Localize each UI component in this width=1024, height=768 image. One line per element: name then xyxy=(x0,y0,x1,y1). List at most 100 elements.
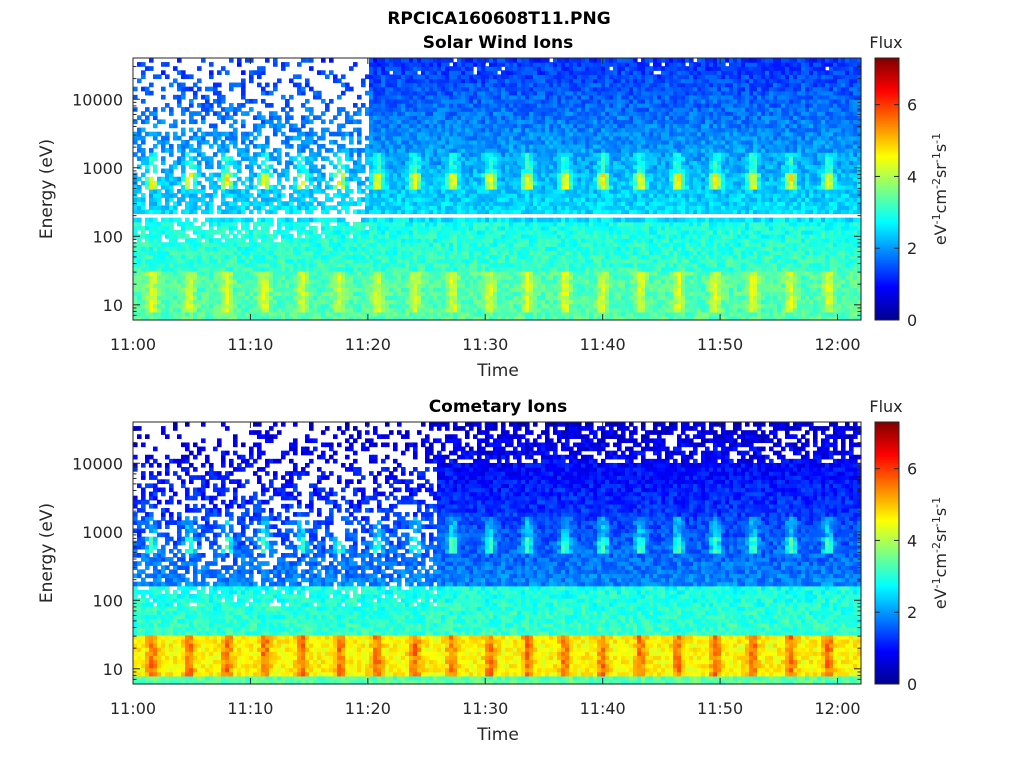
spectrogram-cell xyxy=(501,209,506,215)
spectrogram-cell xyxy=(489,193,494,198)
spectrogram-cell xyxy=(285,172,290,178)
spectrogram-cell xyxy=(469,266,474,272)
spectrogram-cell xyxy=(449,74,454,80)
spectrogram-cell xyxy=(265,152,270,157)
spectrogram-cell xyxy=(353,262,358,268)
spectrogram-cell xyxy=(409,164,414,170)
spectrogram-cell xyxy=(233,135,238,141)
spectrogram-cell xyxy=(265,197,270,202)
spectrogram-cell xyxy=(513,172,518,178)
spectrogram-cell xyxy=(461,234,466,239)
spectrogram-cell xyxy=(253,311,258,317)
spectrogram-cell xyxy=(461,311,466,317)
spectrogram-cell xyxy=(473,164,478,170)
spectrogram-cell xyxy=(389,180,394,186)
spectrogram-cell xyxy=(413,164,418,170)
spectrogram-cell xyxy=(429,262,434,268)
spectrogram-cell xyxy=(449,111,454,116)
spectrogram-cell xyxy=(145,307,150,313)
spectrogram-cell xyxy=(149,221,154,227)
spectrogram-cell xyxy=(425,250,430,256)
spectrogram-cell xyxy=(273,270,278,276)
spectrogram-cell xyxy=(193,266,198,272)
spectrogram-cell xyxy=(273,156,278,161)
spectrogram-cell xyxy=(381,250,386,256)
spectrogram-cell xyxy=(145,291,150,297)
spectrogram-cell xyxy=(501,225,506,231)
spectrogram-cell xyxy=(477,221,482,227)
spectrogram-cell xyxy=(513,238,518,243)
spectrogram-cell xyxy=(489,225,494,231)
spectrogram-cell xyxy=(405,119,410,125)
spectrogram-cell xyxy=(261,287,266,292)
spectrogram-cell xyxy=(217,111,222,116)
spectrogram-cell xyxy=(309,258,314,264)
spectrogram-cell xyxy=(165,258,170,264)
spectrogram-cell xyxy=(353,315,358,321)
spectrogram-cell xyxy=(273,115,278,120)
spectrogram-cell xyxy=(405,266,410,272)
spectrogram-cell xyxy=(505,172,510,178)
spectrogram-cell xyxy=(489,197,494,202)
spectrogram-cell xyxy=(173,131,178,137)
spectrogram-cell xyxy=(369,299,374,305)
spectrogram-cell xyxy=(425,299,430,305)
spectrogram-cell xyxy=(301,143,306,149)
spectrogram-cell xyxy=(137,217,142,223)
spectrogram-cell xyxy=(217,266,222,272)
spectrogram-cell xyxy=(449,86,454,92)
spectrogram-cell xyxy=(213,287,218,292)
spectrogram-cell xyxy=(425,156,430,161)
spectrogram-cell xyxy=(417,197,422,202)
spectrogram-cell xyxy=(437,303,442,309)
spectrogram-cell xyxy=(425,246,430,251)
spectrogram-cell xyxy=(229,221,234,227)
spectrogram-cell xyxy=(153,164,158,170)
spectrogram-cell xyxy=(413,131,418,137)
spectrogram-cell xyxy=(417,148,422,153)
spectrogram-cell xyxy=(441,115,446,120)
spectrogram-cell xyxy=(453,94,458,100)
spectrogram-cell xyxy=(385,299,390,305)
spectrogram-cell xyxy=(425,184,430,190)
spectrogram-cell xyxy=(229,180,234,186)
spectrogram-cell xyxy=(197,229,202,235)
spectrogram-cell xyxy=(381,94,386,100)
spectrogram-cell xyxy=(157,209,162,215)
spectrogram-cell xyxy=(369,315,374,321)
spectrogram-cell xyxy=(177,250,182,256)
spectrogram-cell xyxy=(405,225,410,231)
spectrogram-cell xyxy=(241,103,246,108)
spectrogram-cell xyxy=(253,283,258,288)
spectrogram-cell xyxy=(165,234,170,239)
spectrogram-cell xyxy=(349,311,354,317)
spectrogram-cell xyxy=(409,131,414,137)
spectrogram-cell xyxy=(397,78,402,84)
spectrogram-cell xyxy=(497,78,502,84)
spectrogram-cell xyxy=(329,279,334,284)
spectrogram-cell xyxy=(153,262,158,268)
spectrogram-cell xyxy=(273,209,278,215)
spectrogram-cell xyxy=(473,205,478,211)
spectrogram-cell xyxy=(445,123,450,129)
spectrogram-cell xyxy=(445,197,450,202)
spectrogram-cell xyxy=(413,78,418,84)
spectrogram-cell xyxy=(161,148,166,153)
spectrogram-cell xyxy=(205,229,210,235)
spectrogram-cell xyxy=(205,160,210,166)
spectrogram-cell xyxy=(449,123,454,129)
spectrogram-cell xyxy=(357,127,362,133)
spectrogram-cell xyxy=(501,139,506,145)
spectrogram-cell xyxy=(253,307,258,313)
spectrogram-cell xyxy=(289,238,294,243)
spectrogram-cell xyxy=(469,279,474,284)
spectrogram-cell xyxy=(365,135,370,141)
spectrogram-cell xyxy=(373,152,378,157)
spectrogram-cell xyxy=(429,156,434,161)
spectrogram-cell xyxy=(429,193,434,198)
spectrogram-cell xyxy=(509,82,514,88)
spectrogram-cell xyxy=(381,201,386,206)
spectrogram-cell xyxy=(437,238,442,243)
spectrogram-cell xyxy=(189,307,194,313)
spectrogram-cell xyxy=(437,283,442,288)
